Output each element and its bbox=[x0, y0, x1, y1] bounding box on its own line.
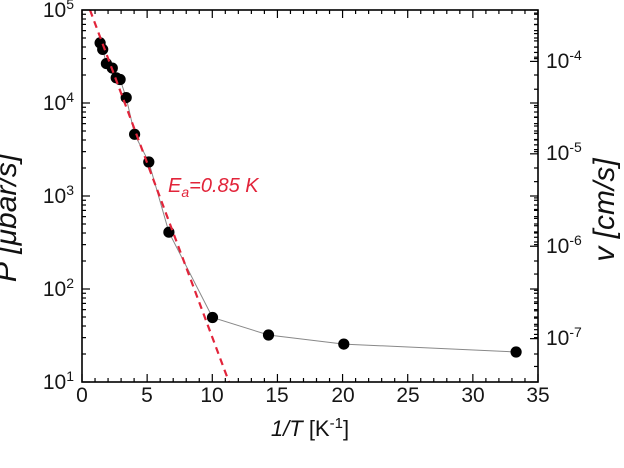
svg-text:105: 105 bbox=[43, 0, 74, 22]
svg-text:10-4: 10-4 bbox=[546, 47, 582, 73]
svg-text:10-6: 10-6 bbox=[546, 232, 582, 258]
svg-text:103: 103 bbox=[43, 182, 74, 208]
svg-text:101: 101 bbox=[43, 368, 74, 394]
svg-text:25: 25 bbox=[396, 384, 419, 407]
svg-text:35: 35 bbox=[526, 384, 549, 407]
svg-text:10-5: 10-5 bbox=[546, 139, 582, 165]
svg-text:v [cm/s]: v [cm/s] bbox=[588, 158, 621, 262]
svg-text:15: 15 bbox=[265, 384, 288, 407]
svg-text:10-7: 10-7 bbox=[546, 324, 582, 350]
svg-text:20: 20 bbox=[331, 384, 354, 407]
svg-text:102: 102 bbox=[43, 275, 74, 301]
svg-text:10: 10 bbox=[200, 384, 223, 407]
svg-text:Ṗ [μbar/s]: Ṗ [μbar/s] bbox=[0, 153, 23, 282]
svg-text:1/T [K-1]: 1/T [K-1] bbox=[271, 415, 349, 441]
svg-text:30: 30 bbox=[461, 384, 484, 407]
svg-text:104: 104 bbox=[43, 89, 74, 115]
svg-text:5: 5 bbox=[141, 384, 153, 407]
svg-text:Ea=0.85 K: Ea=0.85 K bbox=[168, 175, 260, 200]
svg-text:0: 0 bbox=[76, 384, 88, 407]
